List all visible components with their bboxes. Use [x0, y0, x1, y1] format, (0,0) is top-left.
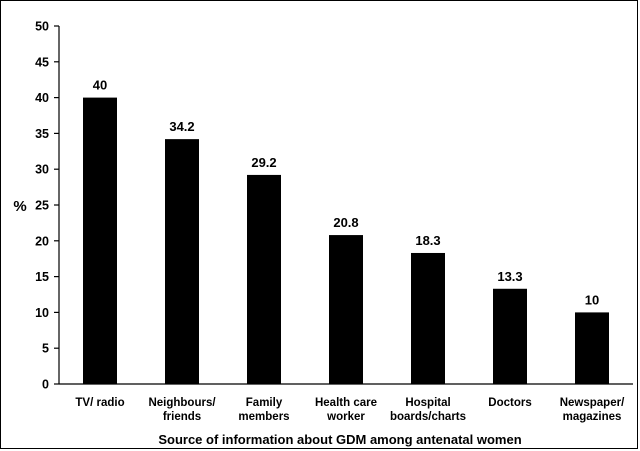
x-tick-label-line: Family	[246, 397, 283, 409]
y-tick-label: 35	[35, 127, 49, 141]
x-tick-label: Hospital boards/charts	[390, 397, 466, 423]
bar	[411, 252, 445, 384]
data-label: 20.8	[333, 215, 358, 230]
x-tick-label: Newspaper/magazines	[560, 397, 625, 423]
y-tick-label: 0	[42, 378, 49, 392]
x-tick-label: Health care worker	[315, 397, 377, 423]
x-tick-label: Doctors	[488, 397, 531, 409]
x-tick-label: Family members	[238, 397, 289, 423]
x-tick-label-line: Newspaper/	[560, 397, 625, 409]
bar	[575, 312, 609, 384]
x-tick-label-line: TV/ radio	[75, 397, 124, 409]
x-tick-label-line: Doctors	[488, 397, 531, 409]
data-labels: 40 34.2 29.2 20.8 18.3 13.3 10	[93, 78, 599, 308]
bars	[83, 97, 609, 384]
data-label: 10	[585, 292, 599, 307]
x-tick-label-line: members	[238, 411, 289, 423]
y-tick-label: 25	[35, 199, 49, 213]
x-axis-label: Source of information about GDM among an…	[158, 432, 521, 447]
y-tick-label: 5	[42, 342, 49, 356]
y-axis-label: %	[13, 198, 26, 215]
x-tick-label-line: boards/charts	[390, 411, 466, 423]
data-label: 13.3	[497, 269, 522, 284]
y-tick-label: 10	[35, 306, 49, 320]
x-tick-label-line: friends	[163, 411, 201, 423]
x-tick-label-line: Hospital	[405, 397, 450, 409]
data-label: 34.2	[169, 119, 194, 134]
bar	[247, 174, 281, 384]
data-label: 40	[93, 78, 107, 93]
y-tick-label: 40	[35, 91, 49, 105]
x-tick-label: TV/ radio	[75, 397, 124, 409]
x-tick-label-line: magazines	[563, 411, 622, 423]
x-tick-label-line: Neighbours/	[148, 397, 216, 409]
data-label: 18.3	[415, 233, 440, 248]
y-tick-label: 50	[35, 20, 49, 34]
y-tick-label: 20	[35, 234, 49, 248]
y-tick-label: 30	[35, 163, 49, 177]
bar	[165, 139, 199, 384]
x-tick-label-line: Health care	[315, 397, 377, 409]
data-label: 29.2	[251, 155, 276, 170]
x-tick-labels: TV/ radio Neighbours/friends Family members…	[75, 397, 625, 423]
bar	[83, 97, 117, 384]
x-tick-label-line: worker	[326, 411, 365, 423]
bar	[493, 288, 527, 384]
y-tick-label: 15	[35, 270, 49, 284]
x-tick-label: Neighbours/friends	[148, 397, 216, 423]
y-tick-label: 45	[35, 55, 49, 69]
bar	[329, 235, 363, 384]
y-tick-labels: 0 5 10 15 20 25 30 35 40 45 50	[35, 20, 49, 392]
y-axis	[54, 25, 60, 385]
